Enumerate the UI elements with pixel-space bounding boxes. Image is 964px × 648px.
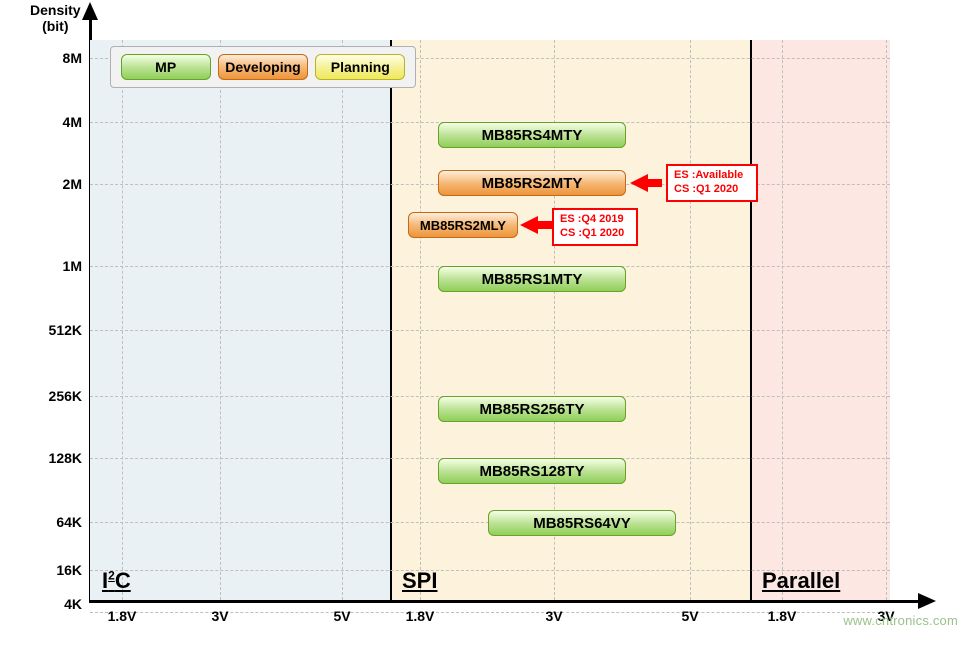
product-chip: MB85RS4MTY	[438, 122, 626, 148]
y-tick-label: 128K	[0, 450, 82, 466]
y-tick-label: 512K	[0, 322, 82, 338]
x-tick-label: 3V	[211, 608, 228, 624]
callout-arrow-icon	[630, 174, 648, 192]
y-axis-title-line2: (bit)	[42, 18, 68, 34]
y-tick-label: 256K	[0, 388, 82, 404]
y-tick-label: 4K	[0, 596, 82, 612]
x-tick-label: 5V	[681, 608, 698, 624]
y-tick-label: 1M	[0, 258, 82, 274]
product-chip: MB85RS64VY	[488, 510, 676, 536]
region-i2c	[90, 40, 390, 600]
legend-item-planning: Planning	[315, 54, 405, 80]
callout-box: ES :Available CS :Q1 2020	[666, 164, 758, 202]
vgrid	[782, 40, 783, 600]
product-chip: MB85RS128TY	[438, 458, 626, 484]
legend-item-developing: Developing	[218, 54, 308, 80]
region-separator-1	[390, 40, 392, 600]
product-chip: MB85RS1MTY	[438, 266, 626, 292]
x-tick-label: 5V	[333, 608, 350, 624]
y-tick-label: 4M	[0, 114, 82, 130]
legend-box: MP Developing Planning	[110, 46, 416, 88]
watermark-text: www.cntronics.com	[843, 613, 958, 628]
y-tick-label: 64K	[0, 514, 82, 530]
vgrid	[220, 40, 221, 600]
callout-line: CS :Q1 2020	[560, 227, 624, 239]
vgrid	[122, 40, 123, 600]
y-axis-title: Density (bit)	[30, 2, 81, 34]
x-axis-arrowhead-icon	[918, 593, 936, 609]
callout-line: ES :Q4 2019	[560, 213, 624, 225]
product-chip: MB85RS2MTY	[438, 170, 626, 196]
region-label-parallel: Parallel	[762, 568, 840, 594]
x-axis-line	[89, 600, 921, 603]
y-tick-label: 2M	[0, 176, 82, 192]
y-axis-arrowhead-icon	[82, 2, 98, 20]
hgrid	[90, 330, 890, 331]
x-tick-label: 1.8V	[108, 608, 137, 624]
callout-line: ES :Available	[674, 169, 743, 181]
product-chip: MB85RS2MLY	[408, 212, 518, 238]
region-label-i2c: I2C	[102, 568, 131, 594]
legend-item-mp: MP	[121, 54, 211, 80]
callout-line: CS :Q1 2020	[674, 183, 738, 195]
callout-box: ES :Q4 2019 CS :Q1 2020	[552, 208, 638, 246]
y-tick-label: 16K	[0, 562, 82, 578]
vgrid	[690, 40, 691, 600]
y-tick-label: 8M	[0, 50, 82, 66]
y-axis-title-line1: Density	[30, 2, 81, 18]
region-parallel	[750, 40, 890, 600]
vgrid	[886, 40, 887, 600]
vgrid	[420, 40, 421, 600]
vgrid	[342, 40, 343, 600]
fram-roadmap-chart: Density (bit) I2C	[0, 0, 964, 648]
x-tick-label: 1.8V	[406, 608, 435, 624]
x-tick-label: 1.8V	[768, 608, 797, 624]
product-chip: MB85RS256TY	[438, 396, 626, 422]
region-separator-2	[750, 40, 752, 600]
callout-arrow-icon	[520, 216, 538, 234]
plot-area: I2C SPI Parallel MP Developing Planning …	[90, 40, 890, 600]
region-label-spi: SPI	[402, 568, 437, 594]
x-tick-label: 3V	[545, 608, 562, 624]
